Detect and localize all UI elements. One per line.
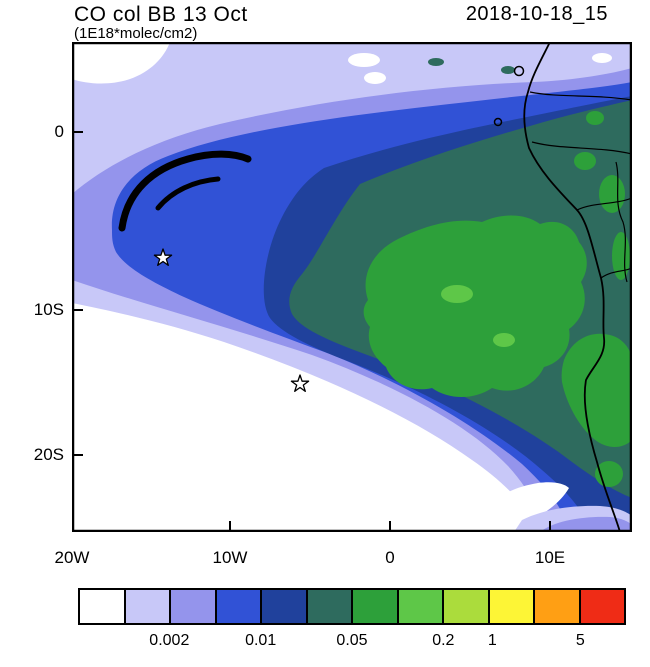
green-patch-land-1: [599, 175, 625, 213]
x-tick-label-10e: 10E: [534, 548, 566, 567]
colorbar-cell: [580, 590, 624, 623]
contour-fill-regions: [72, 42, 632, 532]
x-tick-label-10w: 10W: [212, 548, 248, 567]
colorbar-cell: [444, 590, 490, 623]
contour-map-svg: [71, 41, 633, 533]
colorbar-cell: [535, 590, 581, 623]
station-markers: [153, 248, 310, 392]
colorbar: [78, 588, 626, 625]
colorbar-labels: 0.002 0.01 0.05 0.2 1 5: [78, 632, 626, 654]
y-tick-label-10s: 10S: [33, 300, 64, 319]
plot-title: CO col BB 13 Oct: [74, 3, 248, 26]
colorbar-cell: [125, 590, 171, 623]
colorbar-cell: [80, 590, 126, 623]
white-spot-top-2: [364, 72, 386, 84]
bright-green-spot-1: [441, 285, 473, 303]
colorbar-label-0p05: 0.05: [336, 632, 368, 649]
green-patch-land-3: [595, 461, 623, 487]
hook-lavender-sliver: [155, 176, 221, 211]
white-patch-top-left: [72, 42, 170, 84]
teal-speck-top-1: [428, 58, 444, 66]
y-tick-label-0: 0: [54, 122, 64, 141]
colorbar-label-0p2: 0.2: [432, 632, 455, 649]
green-patch-coast-2: [586, 111, 604, 125]
x-tick-label-20w: 20W: [54, 548, 90, 567]
star-marker-1: [153, 248, 173, 266]
y-tick-label-20s: 20S: [33, 445, 64, 464]
colorbar-cell: [398, 590, 444, 623]
green-patch-land-south: [561, 333, 632, 448]
island-bioko: [513, 65, 525, 77]
colorbar-label-1: 1: [487, 632, 497, 649]
teal-speck-top-2: [501, 66, 515, 74]
axis-ticks: [73, 131, 551, 531]
colorbar-label-0p01: 0.01: [245, 632, 277, 649]
map-geography: [493, 41, 633, 533]
colorbar-cell: [262, 590, 308, 623]
contour-region-0p05-core: [363, 215, 587, 397]
country-border-2: [531, 141, 633, 155]
map-frame: [71, 41, 633, 533]
colorbar-cell: [171, 590, 217, 623]
country-border-3: [576, 197, 633, 211]
plot-timestamp: 2018-10-18_15: [465, 3, 608, 25]
plot-units-subtitle: (1E18*molec/cm2): [74, 25, 198, 42]
colorbar-cell: [216, 590, 262, 623]
green-patch-coast-1: [574, 152, 596, 170]
country-border-1: [529, 91, 633, 101]
bright-green-spot-2: [493, 333, 515, 347]
bottom-strip-periwinkle: [540, 516, 632, 532]
colorbar-cell: [307, 590, 353, 623]
map-plot-area: [71, 41, 633, 533]
colorbar-label-5: 5: [575, 632, 585, 649]
colorbar-cell: [489, 590, 535, 623]
white-wedge-bottom-right: [470, 482, 569, 532]
hook-teal-arc: [118, 150, 252, 232]
white-spot-top-1: [348, 53, 380, 67]
colorbar-cell: [353, 590, 399, 623]
x-tick-label-0: 0: [385, 548, 395, 567]
country-border-5: [615, 161, 628, 283]
colorbar-label-0p002: 0.002: [149, 632, 190, 649]
star-marker-2: [290, 374, 310, 392]
island-sao-tome: [493, 117, 503, 127]
white-spot-top-right: [592, 53, 612, 63]
africa-coastline: [523, 41, 621, 533]
